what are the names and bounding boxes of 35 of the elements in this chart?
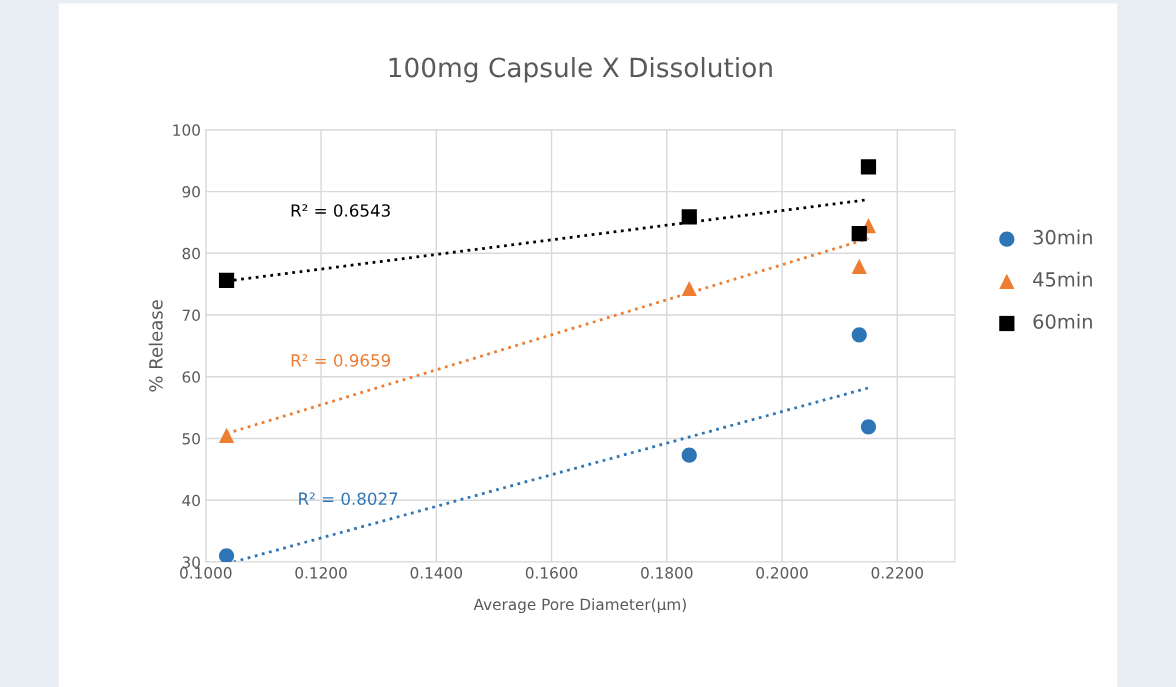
y-tick-label: 100 (173, 124, 200, 136)
legend-label: 60min (1033, 313, 1092, 329)
chart-title: 100mg Capsule X Dissolution (389, 57, 772, 83)
point (851, 327, 867, 343)
point (851, 258, 867, 274)
y-axis-title: % Release (148, 300, 163, 392)
point (681, 280, 697, 297)
legend-label: 45min (1033, 271, 1092, 287)
point (860, 419, 877, 435)
x-tick-label: 0.2200 (871, 567, 923, 579)
x-tick-label: 0.1400 (410, 567, 463, 579)
y-tick-label: 90 (182, 186, 200, 198)
x-tick-label: 0.1800 (641, 567, 693, 579)
point (218, 427, 235, 444)
legend-label: 30min (1033, 229, 1092, 245)
x-tick-label: 0.1200 (295, 567, 347, 579)
x-tick-label: 0.1600 (525, 567, 578, 579)
x-tick-label: 0.1000 (180, 567, 232, 579)
point (681, 209, 697, 225)
y-tick-label: 40 (182, 494, 200, 507)
x-axis-title: Average Pore Diameter(µm) (473, 598, 686, 614)
annotation: R² = 0.9659 (291, 354, 391, 367)
point (218, 548, 235, 562)
y-tick-label: 60 (182, 371, 200, 383)
annotation: R² = 0.8027 (299, 492, 398, 506)
x-tick-label: 0.2000 (756, 567, 808, 579)
point (681, 447, 697, 463)
annotation: R² = 0.6543 (291, 204, 390, 217)
point (851, 225, 867, 242)
point (218, 272, 235, 289)
y-tick-label: 70 (182, 309, 200, 322)
y-tick-label: 80 (182, 247, 200, 260)
y-tick-label: 30 (182, 556, 200, 568)
y-tick-label: 50 (182, 432, 200, 445)
point (860, 159, 877, 175)
